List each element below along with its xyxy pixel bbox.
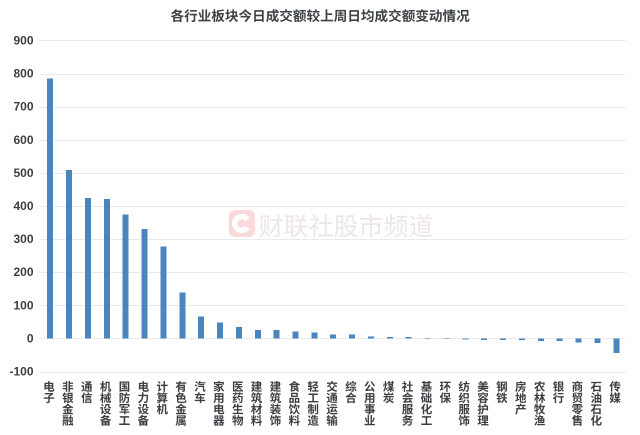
svg-text:300: 300 [13,232,33,246]
svg-text:200: 200 [13,265,33,279]
svg-text:100: 100 [13,298,33,312]
svg-text:800: 800 [13,67,33,81]
svg-text:500: 500 [13,166,33,180]
svg-text:-100: -100 [9,365,33,379]
svg-text:0: 0 [27,332,34,346]
svg-text:600: 600 [13,133,33,147]
svg-text:700: 700 [13,100,33,114]
svg-text:400: 400 [13,199,33,213]
svg-text:900: 900 [13,33,33,47]
